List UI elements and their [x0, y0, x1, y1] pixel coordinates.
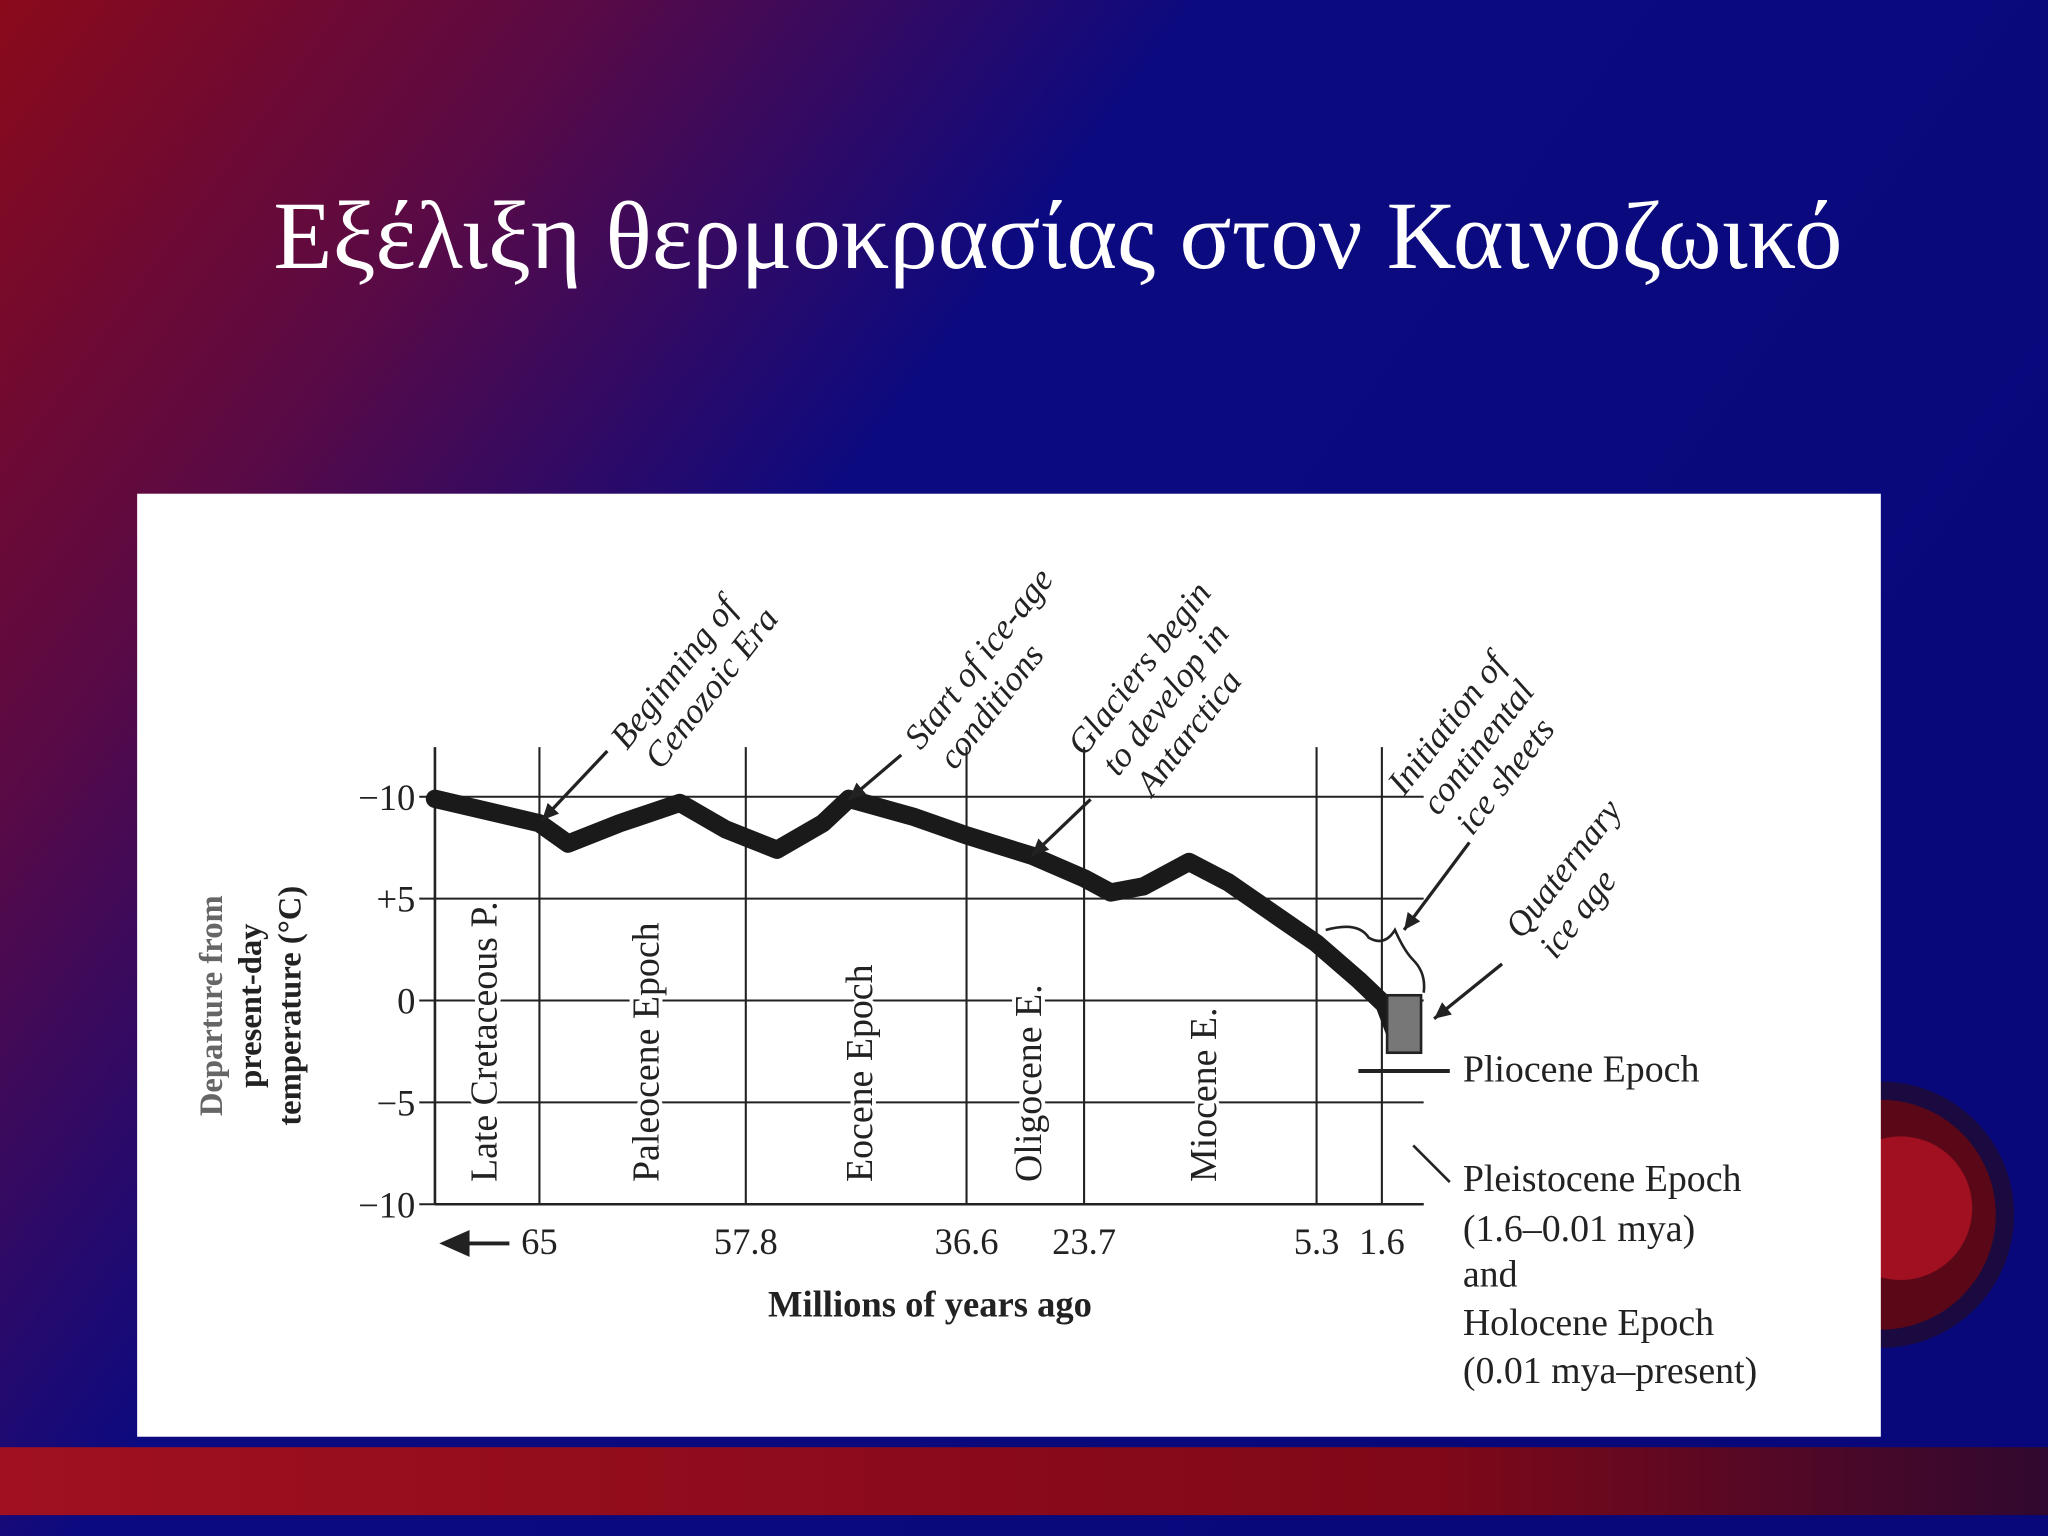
side-label: Pleistocene Epoch: [1463, 1158, 1742, 1200]
x-tick-label: 5.3: [1294, 1221, 1340, 1262]
quaternary-box: [1385, 993, 1423, 1055]
side-label: (1.6–0.01 mya): [1463, 1208, 1695, 1250]
y-tick-label: −5: [376, 1082, 415, 1123]
earlier-arrow: [439, 1229, 510, 1257]
y-tick-label: +5: [376, 879, 415, 920]
side-label: (0.01 mya–present): [1463, 1350, 1757, 1392]
y-axis-title: present-day: [233, 924, 269, 1088]
y-axis-title: Departure from: [194, 895, 230, 1116]
arrow-head: [1404, 912, 1421, 930]
epoch-label: Oligocene E.: [1008, 984, 1050, 1182]
arrow-head: [542, 802, 560, 821]
x-tick-label: 23.7: [1052, 1221, 1116, 1262]
epoch-label: Paleocene Epoch: [625, 922, 667, 1182]
epoch-label: Late Cretaceous P.: [463, 901, 505, 1182]
y-tick-label: 0: [397, 981, 415, 1022]
x-tick-label: 36.6: [935, 1221, 999, 1262]
x-tick-label: 1.6: [1359, 1221, 1405, 1262]
slide-title: Εξέλιξη θερμοκρασίας στον Καινοζωικό: [273, 182, 1842, 289]
bottom-stripe: [0, 1447, 2048, 1516]
epoch-label: Miocene E.: [1183, 1008, 1225, 1183]
x-tick-label: 65: [521, 1221, 558, 1262]
side-label: Holocene Epoch: [1463, 1302, 1714, 1344]
pleistocene-pointer: [1412, 1144, 1451, 1183]
y-tick-label: −10: [358, 777, 415, 818]
x-axis-title: Millions of years ago: [768, 1284, 1092, 1325]
epoch-label: Eocene Epoch: [839, 964, 881, 1182]
side-label: Pliocene Epoch: [1463, 1048, 1700, 1090]
x-tick-label: 57.8: [714, 1221, 778, 1262]
y-axis-title: temperature (°C): [272, 886, 308, 1126]
annotation-arrow: [1402, 841, 1471, 931]
arrow-head: [1434, 1002, 1452, 1019]
arrow-head: [1031, 838, 1050, 856]
chart-panel: [137, 493, 1881, 1437]
arrow-head: [848, 782, 867, 800]
bracket: [1325, 925, 1426, 993]
temperature-line: [425, 789, 1407, 1049]
side-label: and: [1463, 1254, 1518, 1296]
y-tick-label: −10: [358, 1184, 415, 1225]
